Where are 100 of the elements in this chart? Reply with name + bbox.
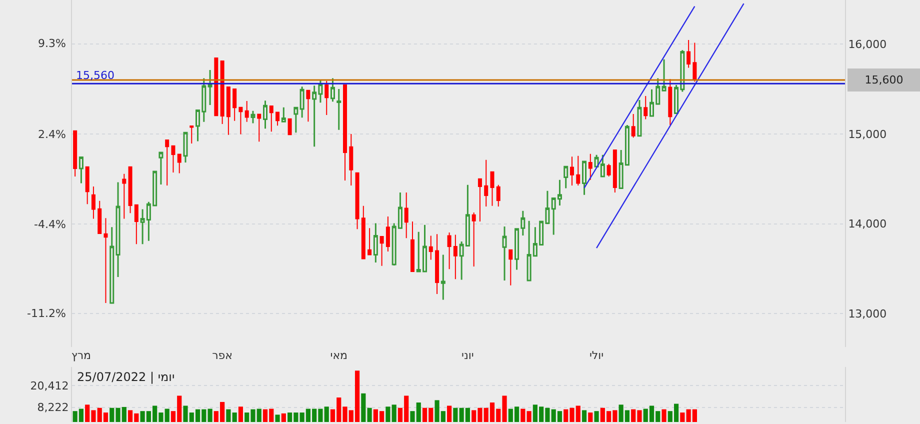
candlestick <box>644 96 648 120</box>
candlestick <box>269 105 274 132</box>
candlestick <box>257 114 262 142</box>
candlestick <box>478 178 482 222</box>
bar <box>232 412 237 422</box>
bar <box>453 408 458 422</box>
y-tick-label: 15,000 <box>848 128 887 141</box>
bar <box>526 411 532 422</box>
bar <box>281 413 286 422</box>
candlestick <box>91 186 96 220</box>
candlestick <box>276 112 280 126</box>
bar <box>588 412 593 422</box>
candlestick <box>637 99 642 137</box>
candlestick <box>472 212 476 267</box>
candlestick <box>435 234 440 295</box>
y-tick-label: 14,000 <box>848 218 887 231</box>
candlestick <box>588 153 592 180</box>
candlestick <box>226 86 230 136</box>
bar <box>680 412 685 422</box>
candlestick <box>281 106 286 122</box>
candlestick <box>110 226 114 304</box>
ref-line-label: 15,600 <box>864 74 904 86</box>
candlestick <box>128 166 132 214</box>
candlestick <box>440 254 446 300</box>
candlestick <box>134 204 138 245</box>
candlestick <box>158 152 164 186</box>
candlestick <box>98 200 102 234</box>
candlestick <box>336 88 342 131</box>
bar <box>275 414 280 422</box>
candlestick <box>662 58 666 92</box>
candlestick <box>668 78 672 126</box>
candlestick <box>612 149 617 194</box>
y2-tick-label: -4.4% <box>34 218 66 231</box>
candlestick <box>238 106 243 135</box>
candlestick <box>306 90 310 122</box>
candlestick <box>190 125 194 144</box>
candlestick <box>368 228 372 256</box>
candlestick <box>692 42 697 82</box>
candlestick <box>250 110 256 124</box>
candlestick <box>263 100 268 130</box>
candlestick <box>300 86 304 118</box>
candlestick <box>73 130 78 178</box>
x-tick-label: יוני <box>462 349 474 362</box>
y2-tick-label: 9.3% <box>38 37 66 50</box>
candlestick <box>85 166 90 205</box>
candlestick <box>373 222 378 264</box>
candlestick <box>386 216 390 252</box>
candlestick <box>564 166 568 189</box>
candlestick <box>410 221 414 272</box>
candlestick <box>582 160 587 196</box>
bar <box>520 408 526 422</box>
candlestick <box>380 236 384 266</box>
candlestick <box>606 163 611 178</box>
candlestick <box>447 232 452 270</box>
y-tick-label: 20,412 <box>30 379 69 392</box>
candlestick <box>576 155 580 186</box>
y-tick-label: 8,222 <box>37 401 69 414</box>
candlestick <box>508 249 513 286</box>
candlestick <box>502 226 507 282</box>
candlestick <box>484 159 488 207</box>
x-tick-label: אפר <box>212 349 233 362</box>
x-tick-label: מאי <box>330 349 348 362</box>
candlestick <box>177 154 182 174</box>
y2-tick-label: 2.4% <box>38 128 66 141</box>
candlestick <box>244 100 249 122</box>
candlestick <box>343 84 348 182</box>
candlestick <box>428 235 433 260</box>
bar <box>662 409 666 422</box>
candlestick <box>220 60 224 124</box>
candlestick <box>104 218 108 304</box>
candlestick <box>116 181 120 278</box>
candlestick <box>171 145 176 174</box>
bar <box>226 409 231 422</box>
bar <box>238 406 244 422</box>
y-tick-label: 13,000 <box>848 308 887 321</box>
candlestick <box>214 57 218 116</box>
bar <box>447 406 452 422</box>
candlestick <box>361 205 366 260</box>
ref-line-label: 15,560 <box>76 69 114 82</box>
candlestick <box>294 106 298 134</box>
candlestick <box>631 113 636 138</box>
candlestick <box>330 78 335 102</box>
candlestick <box>349 133 354 186</box>
candlestick <box>404 192 408 239</box>
candlestick <box>183 132 188 164</box>
annotation: 25/07/2022 | יומי <box>77 370 175 384</box>
y2-tick-label: -11.2% <box>27 307 66 320</box>
candlestick <box>288 118 292 136</box>
bar <box>594 411 599 422</box>
candlestick <box>78 156 84 184</box>
candlestick <box>686 40 691 68</box>
candlestick <box>232 88 237 122</box>
candlestick <box>208 69 212 106</box>
candlestick <box>122 173 126 220</box>
candlestick <box>490 171 494 206</box>
y-tick-label: 16,000 <box>848 38 887 51</box>
x-tick-label: מרץ <box>71 349 92 362</box>
candlestick <box>570 156 574 186</box>
bar <box>582 410 587 422</box>
candlestick <box>355 172 360 230</box>
